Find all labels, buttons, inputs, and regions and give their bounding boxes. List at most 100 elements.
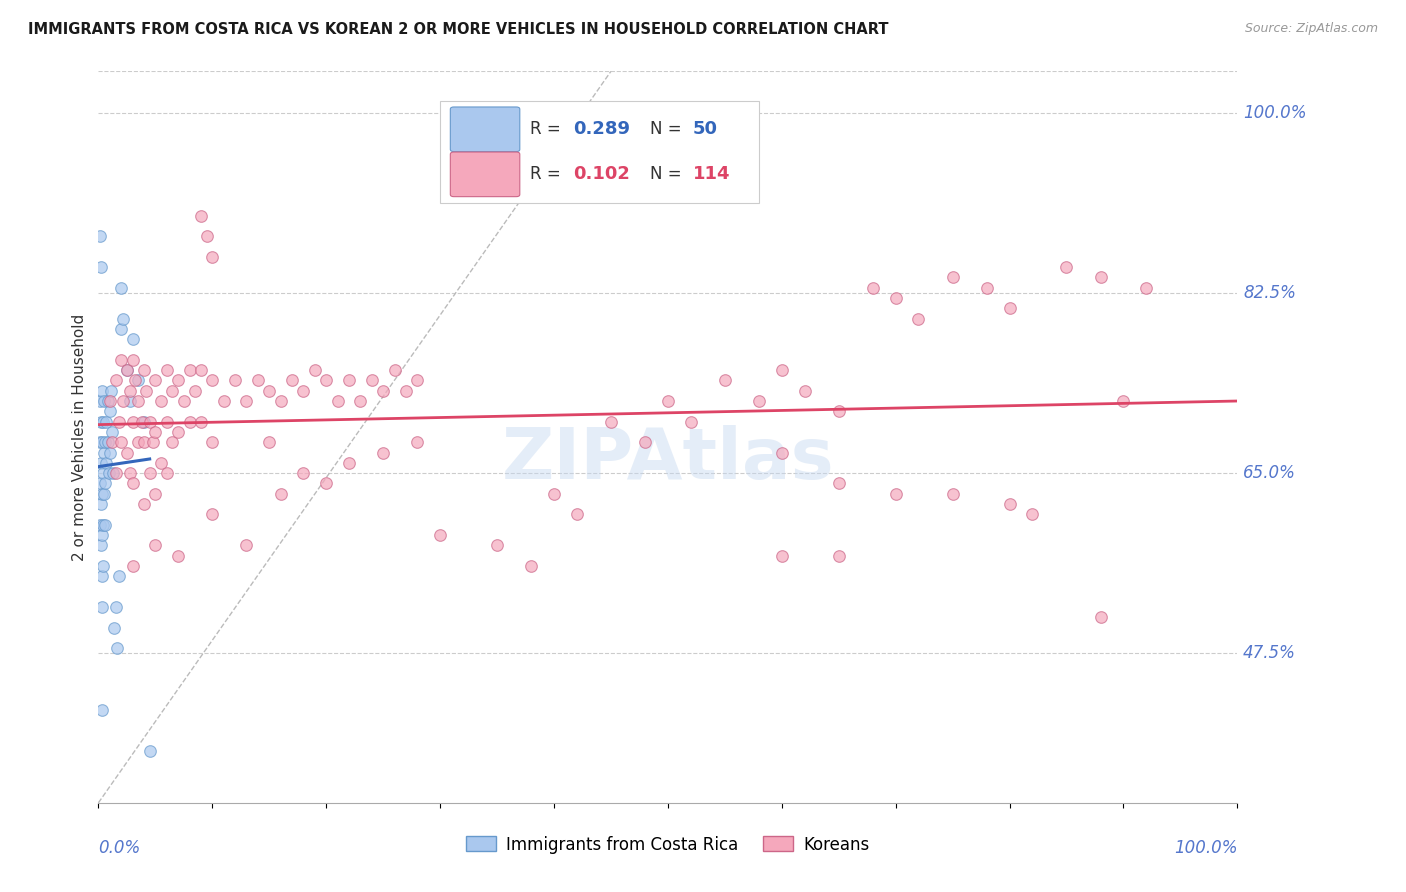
Point	[270, 487, 292, 501]
Point	[132, 497, 155, 511]
Point	[124, 373, 146, 387]
Point	[1112, 394, 1135, 409]
Point	[371, 384, 394, 398]
Point	[91, 558, 114, 573]
Text: 47.5%: 47.5%	[1243, 644, 1296, 663]
Legend: Immigrants from Costa Rica, Koreans: Immigrants from Costa Rica, Koreans	[460, 829, 876, 860]
Point	[90, 497, 112, 511]
Point	[337, 373, 360, 387]
FancyBboxPatch shape	[450, 107, 520, 152]
Point	[90, 384, 112, 398]
Point	[121, 415, 143, 429]
Point	[89, 517, 111, 532]
Point	[486, 538, 509, 552]
Point	[565, 508, 588, 522]
Point	[90, 435, 112, 450]
Text: 114: 114	[693, 165, 730, 184]
Point	[360, 373, 382, 387]
Text: 50: 50	[693, 120, 718, 138]
Point	[121, 352, 143, 367]
Point	[145, 538, 167, 552]
Point	[190, 363, 212, 377]
Point	[942, 487, 965, 501]
Point	[112, 394, 135, 409]
Point	[103, 621, 125, 635]
Text: 0.289: 0.289	[574, 120, 630, 138]
Text: R =: R =	[530, 120, 567, 138]
Point	[103, 466, 125, 480]
Point	[543, 487, 565, 501]
Point	[132, 435, 155, 450]
Point	[94, 517, 117, 532]
Point	[91, 415, 114, 429]
Point	[406, 373, 429, 387]
Point	[101, 435, 124, 450]
Point	[190, 209, 212, 223]
Point	[150, 394, 173, 409]
Point	[93, 394, 115, 409]
Point	[259, 384, 281, 398]
Point	[162, 435, 184, 450]
Point	[120, 384, 142, 398]
Point	[235, 538, 257, 552]
Point	[259, 435, 281, 450]
Point	[100, 384, 122, 398]
Point	[167, 425, 190, 439]
Point	[156, 415, 179, 429]
Point	[201, 373, 224, 387]
Point	[127, 435, 149, 450]
Point	[93, 487, 115, 501]
Point	[89, 435, 111, 450]
Point	[1021, 508, 1043, 522]
Point	[110, 352, 132, 367]
Point	[349, 394, 371, 409]
Point	[884, 487, 907, 501]
Point	[1090, 270, 1112, 285]
Point	[828, 404, 851, 418]
Point	[657, 394, 679, 409]
Point	[907, 311, 929, 326]
Point	[315, 373, 337, 387]
Point	[115, 363, 138, 377]
Point	[212, 394, 235, 409]
Point	[91, 517, 114, 532]
Y-axis label: 2 or more Vehicles in Household: 2 or more Vehicles in Household	[72, 313, 87, 561]
Point	[304, 363, 326, 377]
Point	[115, 445, 138, 459]
Point	[132, 363, 155, 377]
Point	[90, 260, 112, 274]
FancyBboxPatch shape	[440, 101, 759, 203]
Point	[90, 703, 112, 717]
Point	[108, 415, 131, 429]
Point	[120, 466, 142, 480]
Point	[793, 384, 815, 398]
Point	[96, 394, 118, 409]
Point	[104, 373, 127, 387]
Point	[201, 435, 224, 450]
Point	[145, 425, 167, 439]
Text: 82.5%: 82.5%	[1243, 284, 1296, 301]
Point	[110, 281, 132, 295]
Point	[121, 558, 143, 573]
Text: ZIPAtlas: ZIPAtlas	[502, 425, 834, 493]
Point	[942, 270, 965, 285]
Point	[96, 435, 118, 450]
Point	[371, 445, 394, 459]
Point	[326, 394, 349, 409]
Point	[112, 311, 135, 326]
Point	[138, 744, 160, 758]
Point	[89, 229, 111, 244]
Point	[770, 363, 793, 377]
Point	[1090, 610, 1112, 624]
Point	[714, 373, 737, 387]
Point	[96, 456, 118, 470]
Point	[315, 476, 337, 491]
Point	[150, 456, 173, 470]
Point	[162, 384, 184, 398]
Point	[142, 435, 165, 450]
Point	[828, 476, 851, 491]
Point	[97, 466, 120, 480]
Point	[90, 415, 112, 429]
Point	[167, 373, 190, 387]
Point	[135, 384, 157, 398]
